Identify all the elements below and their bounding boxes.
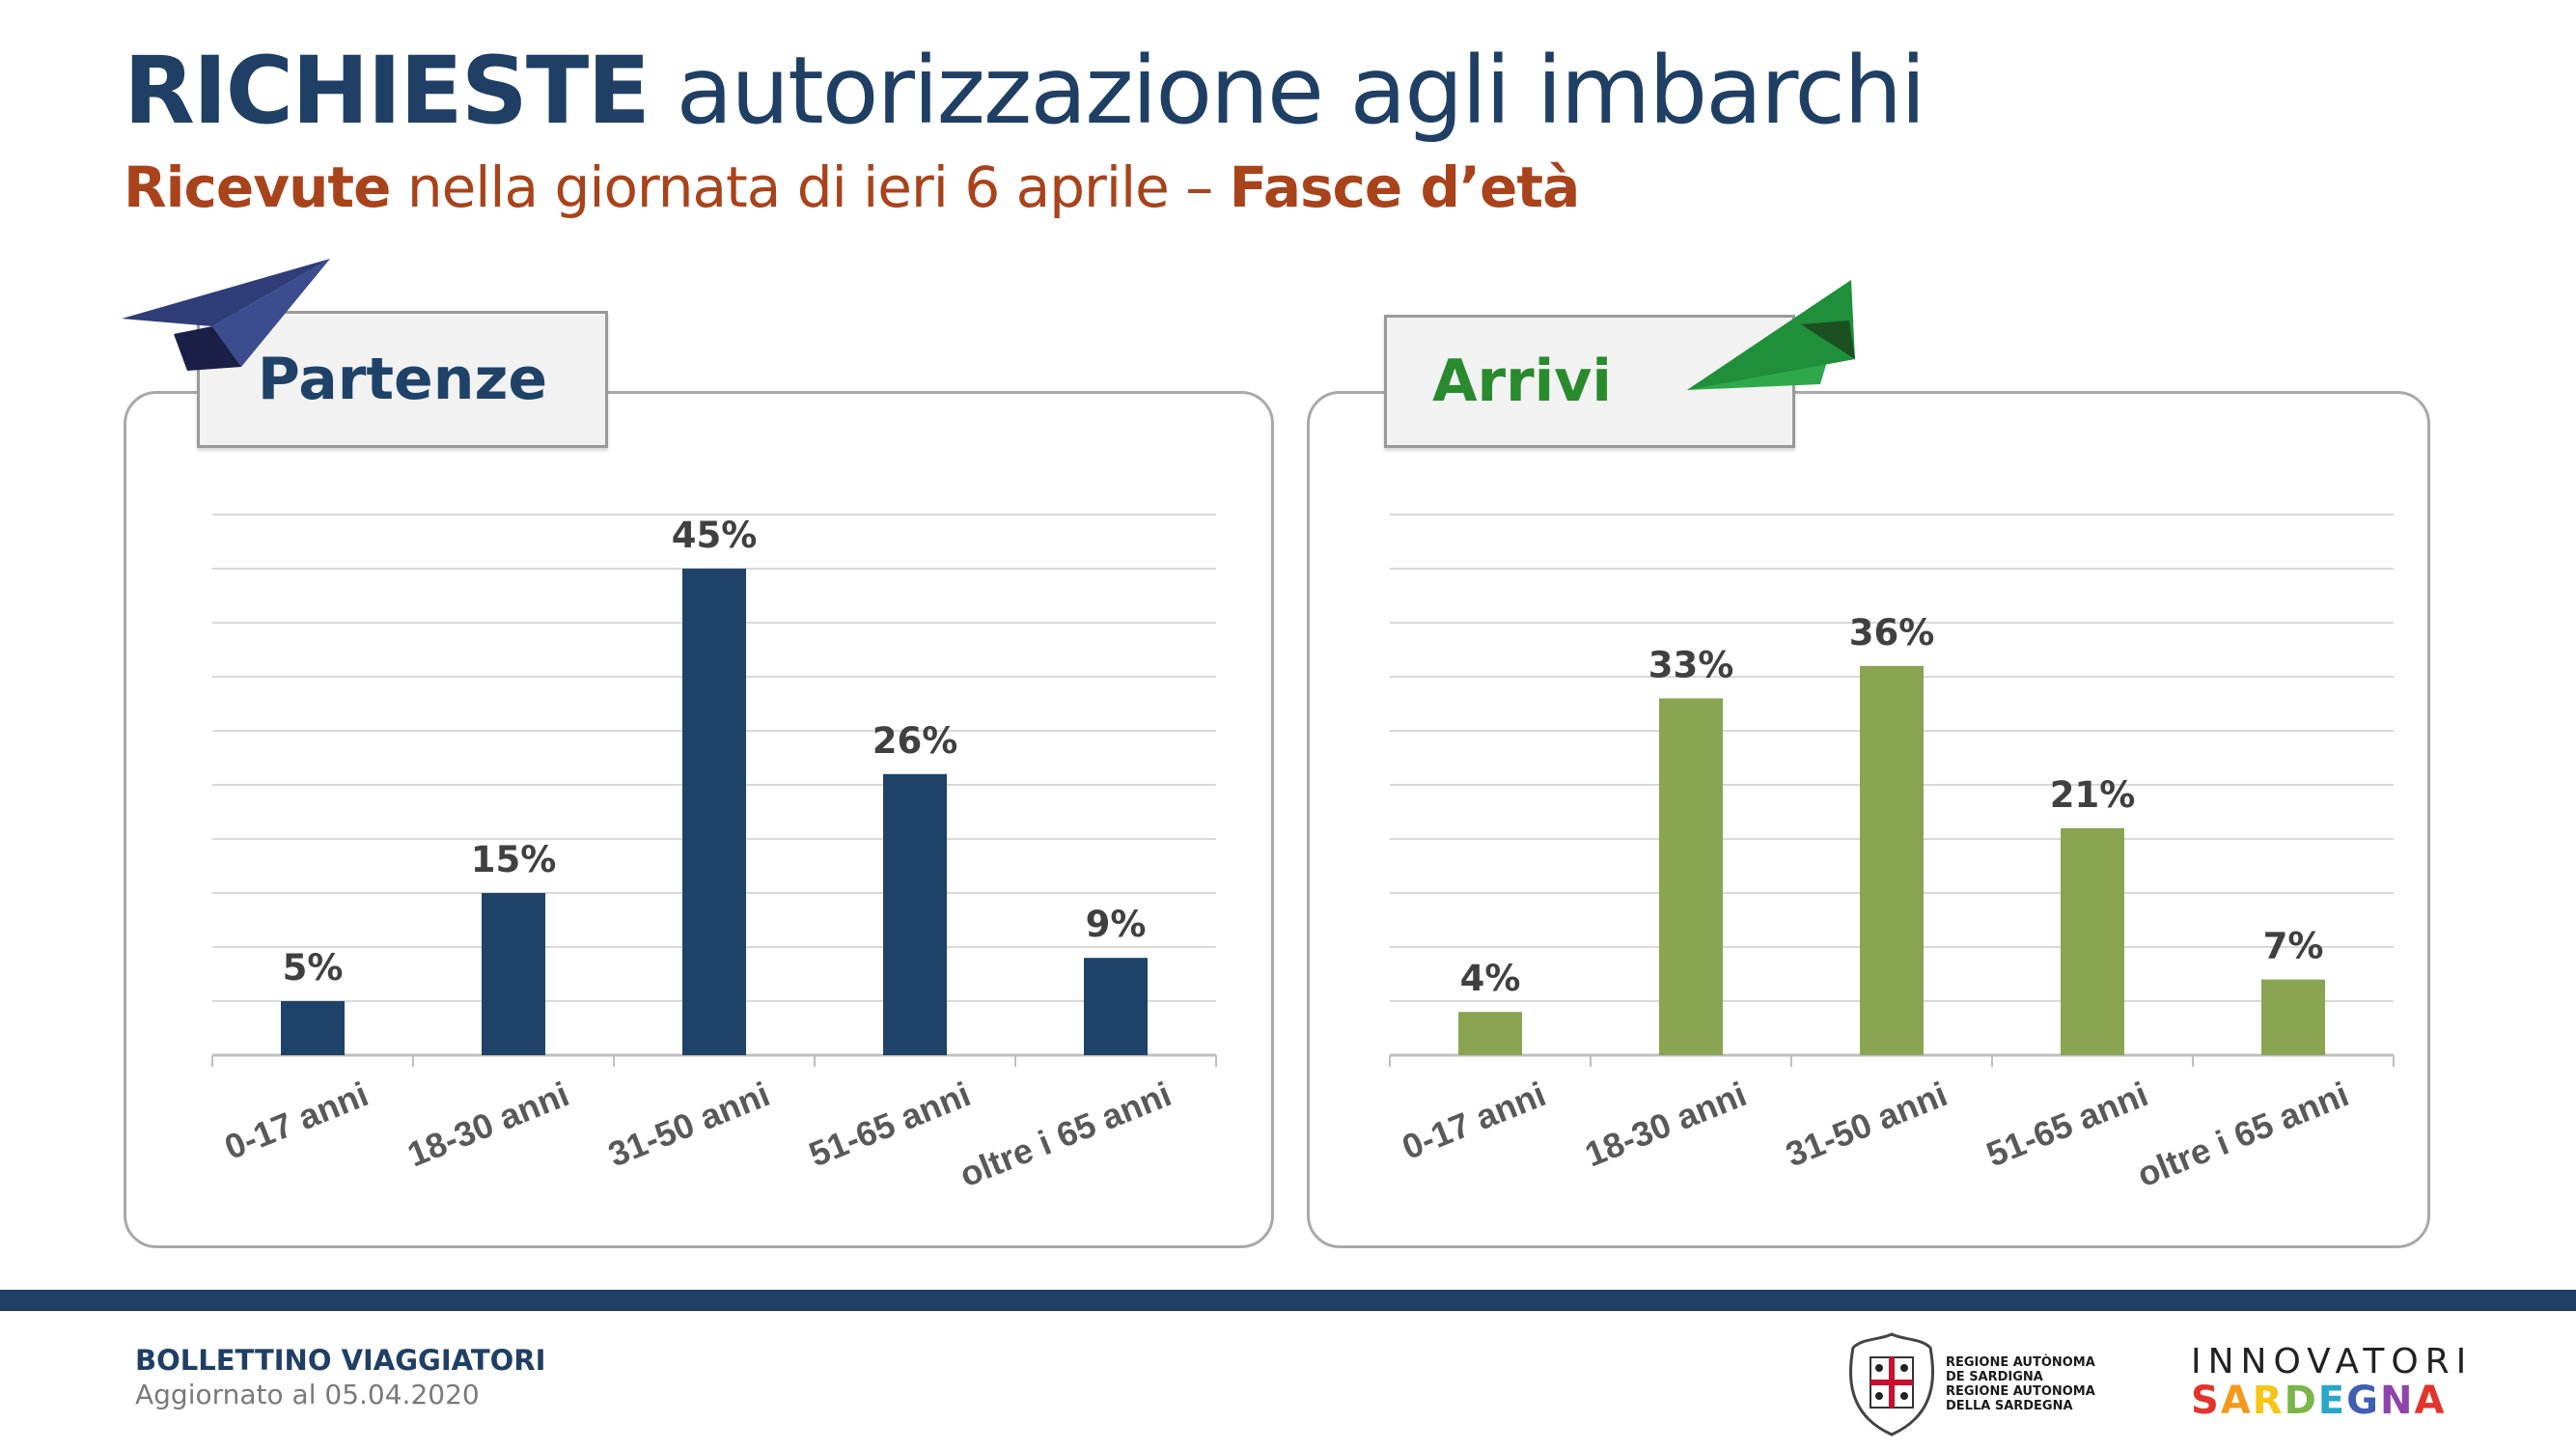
paper-plane-navy-icon — [122, 259, 330, 371]
brand-letter: N — [2379, 1379, 2415, 1423]
category-label: 0-17 anni — [1397, 1074, 1551, 1166]
region-name: REGIONE AUTÒNOMA DE SARDIGNA REGIONE AUT… — [1946, 1355, 2095, 1413]
bar — [2061, 827, 2124, 1055]
region-line-1: REGIONE AUTÒNOMA — [1946, 1355, 2095, 1370]
title-bold: RICHIESTE — [124, 37, 651, 145]
sardinia-coat-of-arms-icon — [1849, 1332, 1934, 1437]
data-label: 26% — [873, 720, 958, 762]
page-subtitle: Ricevute nella giornata di ieri 6 aprile… — [124, 154, 1581, 220]
data-label: 21% — [2050, 774, 2136, 816]
category-label: 18-30 anni — [402, 1074, 574, 1174]
category-label: 31-50 anni — [602, 1074, 775, 1174]
category-label: 18-30 anni — [1579, 1074, 1752, 1174]
bar — [883, 773, 947, 1055]
page-title: RICHIESTE autorizzazione agli imbarchi — [124, 37, 1926, 145]
bar — [482, 893, 545, 1055]
departures-chart: 5% 0-17 anni 15% 18-30 anni 45% 31-50 anni 26%… — [211, 514, 1217, 1194]
category-label: 51-65 anni — [1980, 1074, 2153, 1174]
region-line-4: DELLA SARDEGNA — [1946, 1399, 2073, 1413]
brand-letter: D — [2284, 1379, 2318, 1423]
region-line-2: DE SARDIGNA — [1946, 1370, 2043, 1384]
bar — [1860, 665, 1924, 1055]
subtitle-middle: nella giornata di ieri 6 aprile – — [390, 154, 1230, 220]
data-label: 15% — [471, 839, 557, 880]
bulletin-title: BOLLETTINO VIAGGIATORI — [135, 1344, 546, 1377]
category-label: 31-50 anni — [1780, 1074, 1953, 1174]
subtitle-bold-received: Ricevute — [124, 154, 391, 220]
category-label: 51-65 anni — [803, 1074, 976, 1174]
updated-date: Aggiornato al 05.04.2020 — [135, 1379, 480, 1410]
departures-tab-label: Partenze — [257, 346, 548, 413]
brand-letter: R — [2252, 1379, 2285, 1423]
footer-divider — [0, 1290, 2576, 1311]
title-rest: autorizzazione agli imbarchi — [648, 37, 1925, 145]
brand-letter: E — [2317, 1379, 2347, 1423]
region-line-3: REGIONE AUTONOMA — [1946, 1384, 2095, 1399]
bar — [281, 1001, 345, 1055]
bar — [1659, 698, 1723, 1055]
bar — [682, 569, 746, 1055]
data-label: 4% — [1460, 958, 1521, 999]
bar — [1084, 958, 1148, 1055]
data-label: 45% — [672, 515, 758, 556]
category-label: oltre i 65 anni — [954, 1074, 1177, 1194]
brand-letter: A — [2414, 1379, 2447, 1423]
arrivals-tab-label: Arrivi — [1432, 348, 1612, 415]
brand-innovatori: INNOVATORI — [2191, 1342, 2474, 1381]
arrivals-chart: 4% 0-17 anni 33% 18-30 anni 36% 31-50 anni 21%… — [1389, 514, 2395, 1194]
data-label: 33% — [1648, 644, 1734, 685]
bar — [1458, 1012, 1522, 1055]
bar — [2261, 979, 2325, 1055]
subtitle-bold-age: Fasce d’età — [1229, 154, 1581, 220]
category-label: 0-17 anni — [219, 1074, 374, 1166]
brand-letter: G — [2346, 1379, 2380, 1423]
brand-letter: S — [2191, 1379, 2221, 1423]
data-label: 36% — [1849, 612, 1935, 654]
data-label: 5% — [283, 947, 344, 989]
data-label: 7% — [2263, 926, 2324, 967]
brand-sardegna: SARDEGNA — [2191, 1379, 2446, 1423]
category-label: oltre i 65 anni — [2131, 1074, 2354, 1194]
data-label: 9% — [1086, 904, 1147, 945]
brand-letter: A — [2220, 1379, 2253, 1423]
paper-plane-green-icon — [1687, 280, 1855, 390]
